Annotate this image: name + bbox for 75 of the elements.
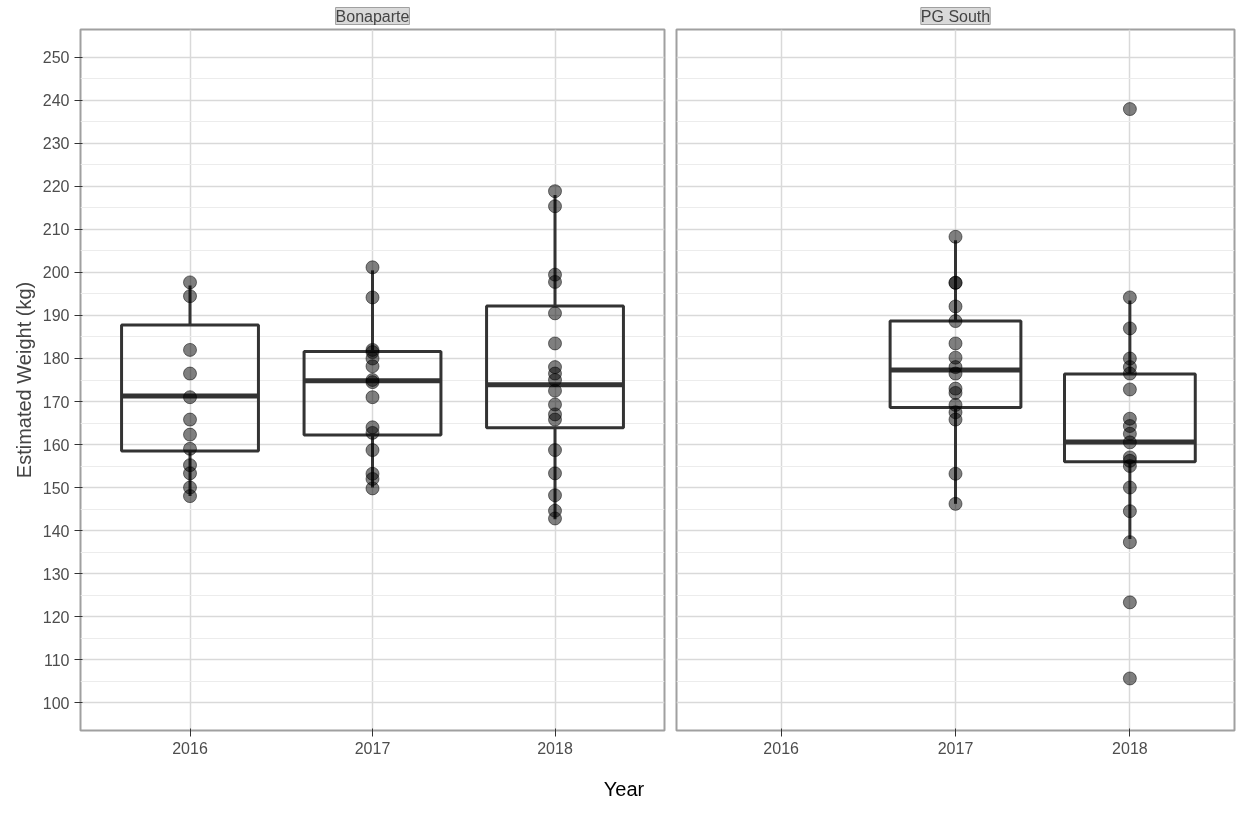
y-tick-label: 190 bbox=[42, 307, 70, 325]
point bbox=[548, 412, 562, 427]
point bbox=[948, 229, 963, 244]
y-axis-title: Estimated Weight (kg) bbox=[12, 281, 35, 479]
point bbox=[948, 336, 963, 351]
point bbox=[548, 184, 562, 199]
point bbox=[548, 306, 562, 321]
y-tick-label: 250 bbox=[42, 49, 70, 67]
y-tick-label: 160 bbox=[42, 436, 70, 454]
point bbox=[183, 412, 197, 427]
x-tick-label: 2017 bbox=[354, 739, 391, 757]
point bbox=[1122, 102, 1137, 117]
chart-title: PG South bbox=[920, 7, 991, 25]
point bbox=[365, 359, 380, 374]
point bbox=[948, 412, 963, 427]
y-tick-label: 210 bbox=[42, 221, 70, 239]
point bbox=[948, 314, 963, 329]
x-tick-label: 2018 bbox=[1112, 739, 1148, 757]
point bbox=[183, 342, 197, 357]
point bbox=[1122, 366, 1137, 381]
point bbox=[1122, 480, 1137, 495]
x-axis-title: Year bbox=[602, 777, 646, 802]
point bbox=[548, 488, 562, 503]
y-tick-label: 110 bbox=[43, 651, 70, 669]
y-tick-label: 130 bbox=[42, 565, 70, 583]
y-tick-label: 200 bbox=[42, 264, 70, 282]
point bbox=[365, 390, 380, 405]
y-tick-label: 140 bbox=[42, 522, 70, 540]
point bbox=[548, 511, 562, 526]
y-tick-label: 150 bbox=[42, 479, 70, 497]
x-tick-label: 2017 bbox=[937, 739, 974, 757]
point bbox=[948, 496, 963, 511]
y-tick-label: 220 bbox=[42, 178, 70, 196]
point bbox=[365, 290, 380, 305]
point bbox=[183, 289, 197, 304]
point bbox=[948, 466, 963, 481]
point bbox=[1122, 671, 1137, 686]
point bbox=[1122, 595, 1137, 610]
y-tick-label: 230 bbox=[42, 135, 70, 153]
point bbox=[365, 443, 380, 458]
y-tick-label: 120 bbox=[42, 608, 70, 626]
point bbox=[1122, 321, 1137, 336]
point bbox=[1122, 535, 1137, 550]
y-tick-label: 100 bbox=[42, 694, 70, 712]
y-tick-label: 240 bbox=[42, 92, 70, 110]
point bbox=[183, 366, 197, 381]
point bbox=[365, 260, 380, 275]
point bbox=[548, 336, 562, 351]
point bbox=[548, 199, 562, 214]
point bbox=[1122, 382, 1137, 397]
point bbox=[948, 385, 963, 400]
point bbox=[183, 275, 197, 290]
point bbox=[183, 427, 197, 442]
chart-title: Bonaparte bbox=[335, 7, 410, 25]
point bbox=[1122, 459, 1137, 473]
y-tick-label: 180 bbox=[42, 350, 70, 368]
point bbox=[1122, 435, 1137, 450]
point bbox=[948, 299, 963, 314]
point bbox=[548, 274, 562, 289]
point bbox=[948, 366, 963, 381]
x-tick-label: 2016 bbox=[763, 739, 800, 757]
point bbox=[548, 383, 562, 398]
point bbox=[183, 441, 197, 456]
point bbox=[548, 443, 562, 458]
point bbox=[183, 466, 197, 481]
point bbox=[1122, 504, 1137, 519]
point bbox=[365, 425, 380, 440]
x-tick-label: 2016 bbox=[172, 739, 208, 757]
y-tick-label: 170 bbox=[42, 393, 70, 411]
point bbox=[365, 481, 380, 496]
point bbox=[1122, 290, 1137, 305]
point bbox=[183, 489, 197, 504]
point bbox=[183, 390, 197, 405]
x-tick-label: 2018 bbox=[537, 739, 573, 757]
point bbox=[548, 466, 562, 481]
